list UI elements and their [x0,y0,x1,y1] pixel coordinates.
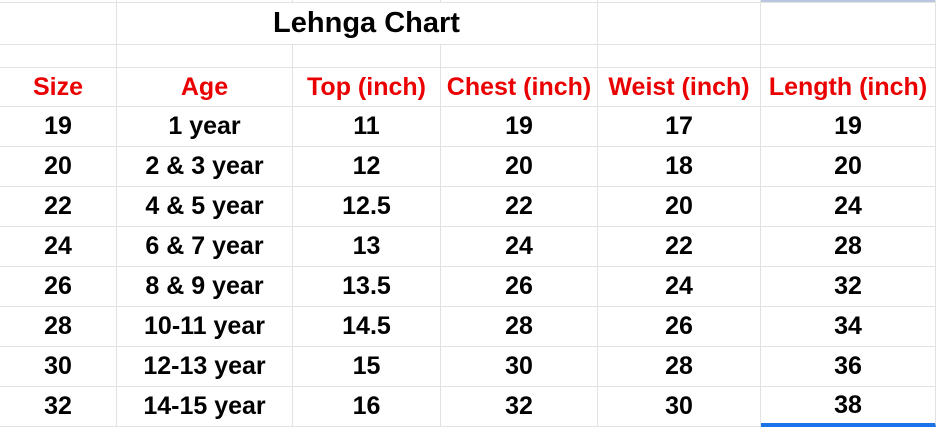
cell-length-selection-border[interactable]: 38 [761,387,936,427]
cell-top[interactable]: 12.5 [293,187,441,227]
table-row: 19 1 year 11 19 17 19 [0,107,936,147]
cell-top[interactable]: 13.5 [293,267,441,307]
cell-weist[interactable]: 20 [598,187,761,227]
cell-age[interactable]: 14-15 year [117,387,293,427]
cell[interactable] [293,45,441,68]
cell[interactable] [117,45,293,68]
cell-chest[interactable]: 24 [441,227,598,267]
table-row: 22 4 & 5 year 12.5 22 20 24 [0,187,936,227]
cell[interactable] [441,0,598,3]
cell-chest[interactable]: 19 [441,107,598,147]
cell-size[interactable]: 30 [0,347,117,387]
header-cell-length[interactable]: Length (inch) [761,68,936,107]
cell-chest[interactable]: 32 [441,387,598,427]
partial-row-top [0,0,936,3]
cell-top[interactable]: 14.5 [293,307,441,347]
cell[interactable] [598,45,761,68]
table-row: 30 12-13 year 15 30 28 36 [0,347,936,387]
empty-row [0,45,936,68]
cell-length[interactable]: 19 [761,107,936,147]
cell[interactable] [761,3,936,45]
cell-chest[interactable]: 30 [441,347,598,387]
cell-size[interactable]: 24 [0,227,117,267]
cell[interactable] [598,0,761,3]
cell-size[interactable]: 19 [0,107,117,147]
cell[interactable] [0,45,117,68]
cell-top[interactable]: 16 [293,387,441,427]
cell-weist[interactable]: 22 [598,227,761,267]
cell-weist[interactable]: 18 [598,147,761,187]
cell[interactable] [0,3,117,45]
title-row: Lehnga Chart [0,3,936,45]
cell-top[interactable]: 12 [293,147,441,187]
cell-chest[interactable]: 28 [441,307,598,347]
sheet-title-cell[interactable]: Lehnga Chart [117,3,598,45]
cell-weist[interactable]: 24 [598,267,761,307]
cell-length[interactable]: 36 [761,347,936,387]
cell-top[interactable]: 11 [293,107,441,147]
cell-chest[interactable]: 22 [441,187,598,227]
cell-size[interactable]: 28 [0,307,117,347]
cell-age[interactable]: 2 & 3 year [117,147,293,187]
cell-chest[interactable]: 20 [441,147,598,187]
cell-size[interactable]: 20 [0,147,117,187]
cell-length[interactable]: 32 [761,267,936,307]
cell-chest[interactable]: 26 [441,267,598,307]
cell-size[interactable]: 26 [0,267,117,307]
cell-weist[interactable]: 26 [598,307,761,347]
cell-size[interactable]: 32 [0,387,117,427]
cell-age[interactable]: 6 & 7 year [117,227,293,267]
table-row: 32 14-15 year 16 32 30 38 [0,387,936,427]
cell[interactable] [0,0,117,3]
cell-length[interactable]: 24 [761,187,936,227]
cell-age[interactable]: 4 & 5 year [117,187,293,227]
cell-weist[interactable]: 17 [598,107,761,147]
table-row: 24 6 & 7 year 13 24 22 28 [0,227,936,267]
header-cell-size[interactable]: Size [0,68,117,107]
cell-length[interactable]: 28 [761,227,936,267]
cell[interactable] [761,45,936,68]
table-row: 28 10-11 year 14.5 28 26 34 [0,307,936,347]
cell[interactable] [598,3,761,45]
cell-length[interactable]: 34 [761,307,936,347]
cell[interactable] [441,45,598,68]
table-row: 20 2 & 3 year 12 20 18 20 [0,147,936,187]
header-cell-top[interactable]: Top (inch) [293,68,441,107]
header-cell-age[interactable]: Age [117,68,293,107]
cell-size[interactable]: 22 [0,187,117,227]
table-row: 26 8 & 9 year 13.5 26 24 32 [0,267,936,307]
cell[interactable] [293,0,441,3]
cell-age[interactable]: 10-11 year [117,307,293,347]
cell-weist[interactable]: 28 [598,347,761,387]
cell-length[interactable]: 20 [761,147,936,187]
cell-weist[interactable]: 30 [598,387,761,427]
header-cell-chest[interactable]: Chest (inch) [441,68,598,107]
cell-age[interactable]: 8 & 9 year [117,267,293,307]
header-cell-weist[interactable]: Weist (inch) [598,68,761,107]
header-row: Size Age Top (inch) Chest (inch) Weist (… [0,68,936,107]
cell-age[interactable]: 1 year [117,107,293,147]
cell-age[interactable]: 12-13 year [117,347,293,387]
cell[interactable] [117,0,293,3]
cell-top[interactable]: 15 [293,347,441,387]
cell-top[interactable]: 13 [293,227,441,267]
